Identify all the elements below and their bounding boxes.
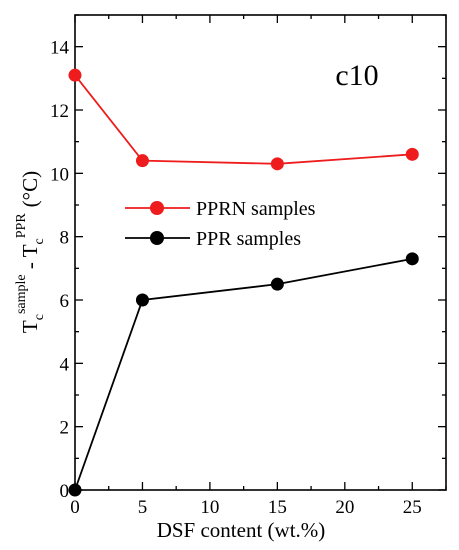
y-label-sup2: PPR [14,213,29,239]
y-tick-label: 6 [60,291,70,312]
x-tick-label: 15 [268,497,287,518]
data-point [135,293,149,307]
x-tick-label: 25 [403,497,422,518]
x-tick-label: 20 [335,497,354,518]
data-point [270,157,284,171]
data-point [405,252,419,266]
tick-marks [74,14,447,491]
legend-marker [150,231,164,245]
series-layer [68,68,419,497]
y-label-dash: - [18,257,42,274]
y-label-sub1: c [32,314,47,320]
y-label-unit: (°C) [18,171,42,207]
y-tick-label: 12 [50,101,69,122]
data-point [68,68,82,82]
data-point [270,277,284,291]
x-tick-label: 0 [70,497,80,518]
legend-marker [150,201,164,215]
y-label-t1: T [18,320,42,333]
data-point [405,147,419,161]
panel-label: c10 [335,59,378,92]
series-line [74,257,413,491]
y-tick-label: 8 [60,228,70,249]
y-tick-label: 14 [50,38,70,59]
tick-labels: 0 5 10 15 20 25 0 2 4 6 8 10 12 14 [50,38,422,518]
legend-label: PPRN samples [196,198,316,220]
data-point [135,154,149,168]
legend: PPRN samples PPR samples [125,198,316,250]
series-pprn [68,68,419,171]
legend-label: PPR samples [196,228,301,250]
series-ppr [68,252,419,497]
y-tick-label: 0 [60,481,70,502]
y-label-sup1: sample [14,274,29,314]
y-axis-label: Tcsample - TcPPR(°C) [14,171,47,333]
plot-frame [74,14,447,491]
y-tick-label: 10 [50,164,69,185]
y-label-t2: T [18,244,42,257]
x-axis-label: DSF content (wt.%) [157,518,326,542]
data-point [68,483,82,497]
y-label-sub2: c [32,238,47,244]
series-line [74,74,413,165]
x-tick-label: 10 [200,497,219,518]
y-tick-label: 4 [60,354,70,375]
x-tick-label: 5 [138,497,148,518]
y-tick-label: 2 [60,418,70,439]
